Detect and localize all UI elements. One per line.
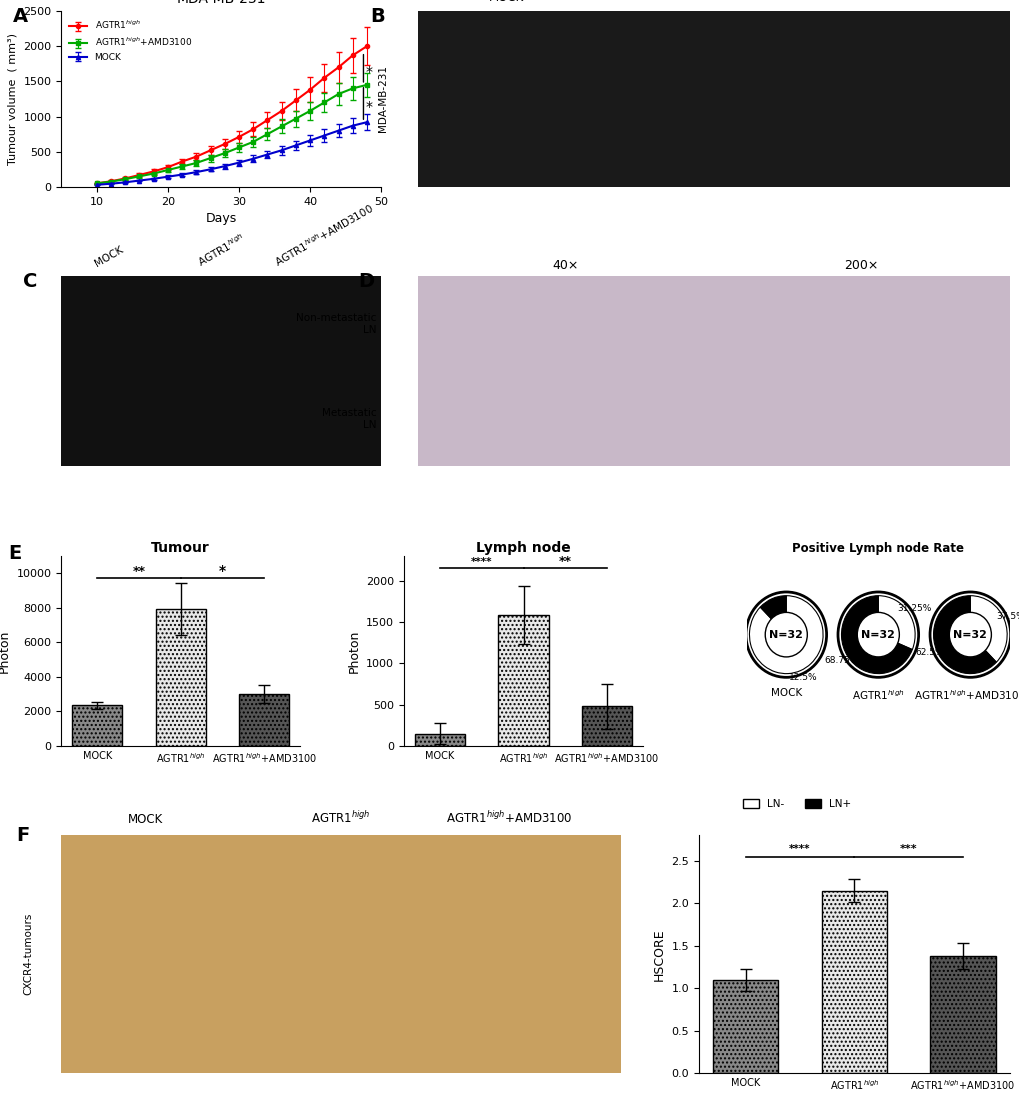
Text: AGTR1$^{high}$+AMD3100: AGTR1$^{high}$+AMD3100 — [445, 810, 572, 826]
Text: 12.5%: 12.5% — [788, 673, 816, 682]
Wedge shape — [759, 596, 786, 635]
Text: Metastatic
LN: Metastatic LN — [321, 408, 376, 429]
Text: E: E — [8, 544, 21, 563]
Wedge shape — [969, 596, 1006, 662]
Text: N=32: N=32 — [768, 630, 802, 639]
Text: **: ** — [132, 565, 146, 578]
Text: 37.5%: 37.5% — [996, 612, 1019, 621]
Text: ***: *** — [899, 844, 917, 854]
Text: CXCR4-tumours: CXCR4-tumours — [23, 913, 34, 995]
Bar — [72, 705, 122, 746]
Title: Lymph node: Lymph node — [476, 541, 571, 555]
Y-axis label: HSCORE: HSCORE — [652, 927, 665, 980]
Circle shape — [764, 612, 806, 657]
Circle shape — [929, 592, 1010, 678]
Circle shape — [856, 612, 899, 657]
X-axis label: Days: Days — [206, 212, 236, 226]
Text: **: ** — [558, 555, 572, 568]
Text: D: D — [358, 273, 374, 291]
Y-axis label: Photon: Photon — [0, 630, 11, 672]
Text: 40×: 40× — [552, 258, 579, 272]
Text: 200×: 200× — [844, 258, 878, 272]
Bar — [239, 694, 289, 746]
Bar — [156, 610, 206, 746]
Title: Tumour: Tumour — [151, 541, 210, 555]
Title: MDA-MB-231: MDA-MB-231 — [176, 0, 266, 5]
Bar — [498, 615, 548, 746]
Text: ****: **** — [471, 557, 492, 567]
Title: Positive Lymph node Rate: Positive Lymph node Rate — [792, 542, 963, 555]
Text: 62.5%: 62.5% — [915, 648, 944, 657]
Text: N=32: N=32 — [860, 630, 895, 639]
Text: *: * — [219, 564, 226, 578]
Text: F: F — [16, 826, 30, 845]
Text: *: * — [365, 65, 372, 79]
Text: AGTR1$^{high}$+AMD3100: AGTR1$^{high}$+AMD3100 — [271, 200, 375, 268]
Text: AGTR1$^{high}$: AGTR1$^{high}$ — [311, 810, 370, 826]
Text: B: B — [370, 8, 385, 26]
Text: Non-metastatic
LN: Non-metastatic LN — [296, 313, 376, 335]
Text: AGTR1$^{high}$+AMD3100: AGTR1$^{high}$+AMD3100 — [840, 0, 966, 4]
Text: AGTR1$^{high}$+AMD3100: AGTR1$^{high}$+AMD3100 — [913, 689, 1019, 702]
Bar — [712, 980, 777, 1073]
Text: N=32: N=32 — [953, 630, 986, 639]
Text: *: * — [365, 100, 372, 114]
Text: ****: **** — [789, 844, 810, 854]
Wedge shape — [841, 596, 911, 673]
Text: A: A — [13, 8, 29, 26]
Text: 68.75%: 68.75% — [823, 656, 858, 665]
Wedge shape — [749, 596, 822, 673]
Legend: AGTR1$^{high}$, AGTR1$^{high}$+AMD3100, MOCK: AGTR1$^{high}$, AGTR1$^{high}$+AMD3100, … — [65, 15, 196, 66]
Text: MDA-MB-231: MDA-MB-231 — [378, 66, 388, 132]
Circle shape — [949, 612, 990, 657]
Y-axis label: Tumour volume  ( mm³): Tumour volume ( mm³) — [8, 33, 17, 165]
Text: AGTR1$^{high}$: AGTR1$^{high}$ — [195, 230, 248, 268]
Text: MOCK: MOCK — [488, 0, 524, 4]
Text: 31.25%: 31.25% — [897, 604, 931, 613]
Y-axis label: Photon: Photon — [347, 630, 361, 672]
Circle shape — [745, 592, 825, 678]
Bar — [582, 706, 632, 746]
Bar — [929, 956, 995, 1073]
Legend: LN-, LN+: LN-, LN+ — [738, 795, 855, 814]
Circle shape — [838, 592, 918, 678]
Text: AGTR1$^{high}$: AGTR1$^{high}$ — [851, 689, 904, 702]
Text: MOCK: MOCK — [93, 244, 125, 268]
Wedge shape — [932, 596, 996, 673]
Text: AGTR1$^{high}$: AGTR1$^{high}$ — [684, 0, 743, 4]
Wedge shape — [877, 596, 914, 649]
Text: C: C — [22, 273, 37, 291]
Text: MOCK: MOCK — [127, 812, 163, 826]
Bar — [415, 734, 465, 746]
Text: MOCK: MOCK — [770, 689, 801, 699]
Bar — [821, 890, 887, 1073]
